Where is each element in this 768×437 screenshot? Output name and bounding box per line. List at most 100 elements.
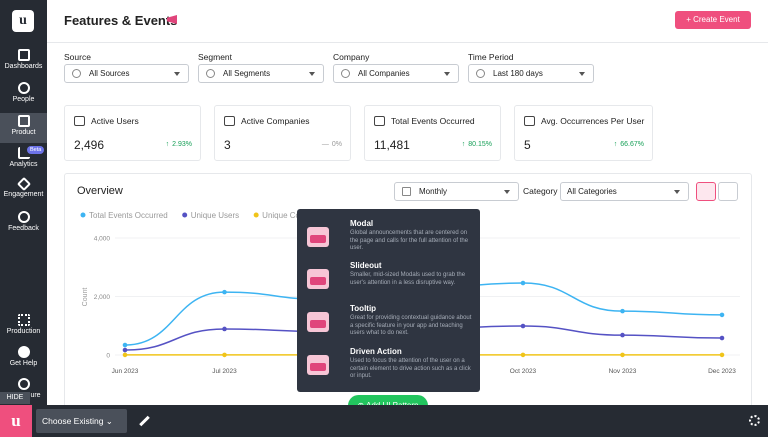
- nav-label: Get Help: [9, 360, 38, 367]
- nav-label: Product: [11, 129, 36, 136]
- filter-icon: [72, 69, 81, 78]
- card-title: Active Companies: [241, 116, 310, 126]
- legend-swatch: [253, 212, 259, 218]
- pattern-icon: [307, 355, 329, 375]
- filter-icon: [341, 69, 350, 78]
- data-point: [719, 335, 725, 341]
- bar-chart-toggle[interactable]: [718, 182, 738, 201]
- change-arrow: ↑: [613, 141, 618, 148]
- data-point: [520, 280, 526, 286]
- nav-label: ure: [30, 392, 41, 399]
- change-arrow: ↑: [165, 141, 170, 148]
- stat-card: Total Events Occurred 11,481 ↑ 80.15%: [364, 105, 501, 161]
- category-label: Category: [523, 186, 558, 196]
- card-change: ↑ 66.67%: [614, 141, 644, 148]
- create-button[interactable]: + Create Event: [675, 11, 751, 29]
- filter-label: Company: [333, 52, 370, 62]
- card-title: Total Events Occurred: [391, 116, 475, 126]
- divider: [47, 42, 768, 43]
- card-icon: [524, 116, 535, 126]
- pattern-desc: Global announcements that are centered o…: [350, 230, 469, 251]
- change-value: 2.93%: [172, 141, 192, 148]
- select-value: Last 180 days: [493, 69, 543, 78]
- pattern-desc: Smaller, mid-sized Modals used to grab t…: [350, 272, 466, 286]
- nav-item[interactable]: Analytics: [0, 147, 47, 168]
- pattern-title[interactable]: Driven Action: [350, 347, 402, 356]
- nav-item[interactable]: Product: [0, 115, 47, 136]
- card-icon: [374, 116, 385, 126]
- overview-title: Overview: [77, 185, 123, 197]
- data-point: [620, 332, 625, 338]
- data-point: [620, 352, 625, 358]
- card-change: ↑ 80.15%: [462, 141, 492, 148]
- filter-label: Segment: [198, 52, 233, 62]
- data-point: [520, 352, 526, 358]
- pattern-title[interactable]: Tooltip: [350, 304, 377, 313]
- nav-item[interactable]: Feedback: [0, 211, 47, 232]
- y-tick-label: 2,000: [94, 294, 111, 301]
- nav-item[interactable]: People: [0, 82, 47, 103]
- change-value: 66.67%: [620, 141, 644, 148]
- edit-icon[interactable]: [139, 415, 150, 427]
- nav-item[interactable]: ure: [0, 378, 47, 399]
- filter-select[interactable]: All Sources: [64, 64, 189, 83]
- nav-item[interactable]: Engagement: [0, 176, 47, 198]
- interval-select[interactable]: Monthly: [394, 182, 519, 201]
- nav-item[interactable]: Dashboards: [0, 49, 47, 70]
- active-highlight: [0, 113, 47, 143]
- select-value: All Companies: [358, 69, 410, 78]
- card-title: Active Users: [91, 116, 139, 126]
- pattern-title[interactable]: Slideout: [350, 261, 382, 270]
- select-value: All Categories: [567, 187, 617, 196]
- pattern-icon: [307, 312, 329, 332]
- logo[interactable]: u: [12, 10, 34, 32]
- bottom-bar: u Choose Existing ⌄: [0, 405, 768, 437]
- filter-label: Source: [64, 52, 91, 62]
- page-title: Features & Events: [64, 13, 178, 28]
- y-tick-label: 4,000: [94, 236, 111, 243]
- change-arrow: —: [321, 141, 329, 148]
- filter-select[interactable]: All Companies: [333, 64, 459, 83]
- badge: Beta: [27, 146, 45, 154]
- data-point: [122, 342, 128, 348]
- change-value: 80.15%: [468, 141, 492, 148]
- nav-item[interactable]: Get Help: [0, 346, 47, 367]
- x-tick-label: Oct 2023: [510, 368, 537, 375]
- category-select[interactable]: All Categories: [560, 182, 689, 201]
- filter-icon: [476, 69, 485, 78]
- stat-card: Avg. Occurrences Per User 5 ↑ 66.67%: [514, 105, 653, 161]
- x-tick-label: Nov 2023: [609, 368, 637, 375]
- nav-label: Engagement: [3, 191, 44, 198]
- data-point: [222, 326, 227, 332]
- pattern-icon: [307, 227, 329, 247]
- choose-select[interactable]: Choose Existing ⌄: [36, 409, 127, 433]
- card-value: 3: [224, 138, 231, 152]
- nav-label: Dashboards: [4, 63, 43, 70]
- filter-label: Time Period: [468, 52, 514, 62]
- filter-select[interactable]: All Segments: [198, 64, 324, 83]
- change-value: 0%: [331, 141, 342, 148]
- x-tick-label: Jun 2023: [112, 368, 139, 375]
- y-tick-label: 0: [106, 353, 110, 360]
- data-point: [222, 289, 227, 295]
- pattern-desc: Great for providing contextual guidance …: [350, 315, 472, 336]
- data-point: [122, 347, 128, 353]
- data-point: [122, 352, 128, 358]
- filter-select[interactable]: Last 180 days: [468, 64, 594, 83]
- nav-item[interactable]: Production: [0, 314, 47, 335]
- nav-label: Feedback: [8, 225, 39, 232]
- bottom-logo: u: [0, 405, 32, 437]
- legend-swatch: [80, 212, 86, 218]
- filter-icon: [206, 69, 215, 78]
- line-chart-toggle[interactable]: [696, 182, 716, 201]
- nav-label: Analytics: [9, 161, 38, 168]
- hide-button[interactable]: HIDE: [0, 392, 30, 404]
- card-title: Avg. Occurrences Per User: [541, 116, 645, 126]
- card-change: —0%: [322, 141, 342, 148]
- settings-icon[interactable]: [749, 415, 760, 426]
- change-arrow: ↑: [461, 141, 466, 148]
- data-point: [222, 352, 227, 358]
- card-value: 5: [524, 138, 531, 152]
- pattern-title[interactable]: Modal: [350, 219, 374, 228]
